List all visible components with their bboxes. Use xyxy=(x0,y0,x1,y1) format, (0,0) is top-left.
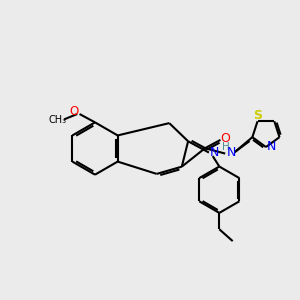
Text: H: H xyxy=(222,142,230,152)
Text: S: S xyxy=(253,110,262,122)
Text: N: N xyxy=(210,146,219,159)
Text: N: N xyxy=(227,146,236,159)
Text: O: O xyxy=(70,106,79,118)
Text: N: N xyxy=(267,140,276,153)
Text: CH₃: CH₃ xyxy=(49,115,67,125)
Text: O: O xyxy=(220,132,230,145)
